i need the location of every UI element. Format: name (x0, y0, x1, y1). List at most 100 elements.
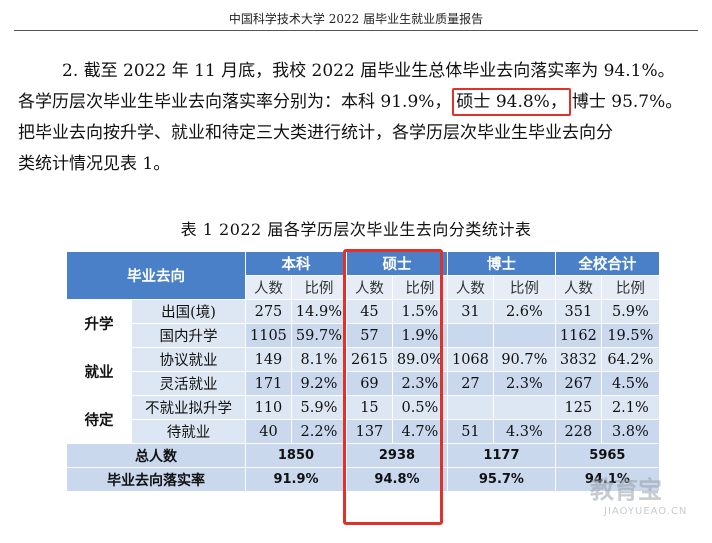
cell: 31 (446, 299, 494, 324)
total-all: 5965 (554, 443, 660, 468)
cell: 1.9% (391, 323, 448, 348)
cell: 275 (245, 299, 292, 324)
category-pending: 待定 (66, 395, 132, 444)
paragraph-line-2-end: 博士 95.7%。 (571, 92, 683, 112)
cell: 0.5% (391, 395, 448, 420)
cell: 64.2% (600, 347, 660, 372)
cell: 45 (345, 299, 393, 324)
total-count-row: 总人数 1850 2938 1177 5965 (66, 443, 660, 468)
body-paragraph: 2. 截至 2022 年 11 月底，我校 2022 届毕业生总体毕业去向落实率… (18, 56, 698, 180)
cell (492, 395, 556, 420)
rate-undergrad: 91.9% (245, 467, 347, 492)
cell: 1162 (554, 323, 602, 348)
sub-header-ratio: 比例 (492, 275, 556, 300)
cell: 228 (554, 419, 602, 444)
cell: 149 (245, 347, 292, 372)
cell: 2.3% (492, 371, 556, 396)
group-header-total: 全校合计 (554, 251, 660, 276)
total-doctor: 1177 (446, 443, 556, 468)
cell: 2.1% (600, 395, 660, 420)
table-row: 升学 出国(境) 275 14.9% 45 1.5% 31 2.6% 351 5… (66, 299, 660, 348)
cell: 110 (245, 395, 292, 420)
sub-header-ratio: 比例 (391, 275, 448, 300)
row-label: 待就业 (131, 419, 246, 444)
cell: 89.0% (391, 347, 448, 372)
sub-header-count: 人数 (345, 275, 393, 300)
total-count-label: 总人数 (66, 443, 246, 468)
sub-header-ratio: 比例 (600, 275, 660, 300)
paragraph-line-1: 2. 截至 2022 年 11 月底，我校 2022 届毕业生总体毕业去向落实率… (62, 61, 675, 81)
total-master: 2938 (345, 443, 448, 468)
cell (446, 323, 494, 348)
sub-header-count: 人数 (446, 275, 494, 300)
cell: 2.3% (391, 371, 448, 396)
category-further-study: 升学 (66, 299, 132, 348)
watermark-url: JIAOYUEAO.CN (604, 506, 688, 517)
group-header-master: 硕士 (345, 251, 448, 276)
cell: 3832 (554, 347, 602, 372)
cell: 14.9% (290, 299, 347, 324)
row-label: 灵活就业 (131, 371, 246, 396)
header-divider (14, 30, 698, 31)
cell: 5.9% (290, 395, 347, 420)
table-row: 国内升学 1105 59.7% 57 1.9% 1162 19.5% (67, 323, 660, 348)
paragraph-line-2-start: 各学历层次毕业生毕业去向落实率分别为：本科 91.9%， (18, 92, 452, 112)
table-caption: 表 1 2022 届各学历层次毕业生去向分类统计表 (180, 220, 532, 239)
row-label: 不就业拟升学 (131, 395, 246, 420)
placement-rate-row: 毕业去向落实率 91.9% 94.8% 95.7% 94.1% (66, 467, 660, 492)
row-label: 协议就业 (131, 347, 246, 372)
rate-all: 94.1% (554, 467, 660, 492)
group-header-doctor: 博士 (446, 251, 556, 276)
cell: 51 (446, 419, 494, 444)
row-label: 出国(境) (131, 299, 246, 324)
cell: 8.1% (290, 347, 347, 372)
rate-doctor: 95.7% (446, 467, 556, 492)
cell: 19.5% (600, 323, 660, 348)
cell: 5.9% (600, 299, 660, 324)
sub-header-count: 人数 (554, 275, 602, 300)
watermark-logo: 教育宝 (590, 476, 662, 504)
cell: 9.2% (290, 371, 347, 396)
table-row: 待定 不就业拟升学 110 5.9% 15 0.5% 125 2.1% (66, 395, 660, 444)
cell: 57 (345, 323, 393, 348)
table-row: 就业 协议就业 149 8.1% 2615 89.0% 1068 90.7% 3… (66, 347, 660, 396)
cell: 2.6% (492, 299, 556, 324)
cell: 4.3% (492, 419, 556, 444)
cell: 59.7% (290, 323, 347, 348)
paragraph-line-2: 各学历层次毕业生毕业去向落实率分别为：本科 91.9%， 硕士 94.8%， 博士 … (18, 87, 698, 118)
cell: 90.7% (492, 347, 556, 372)
category-employment: 就业 (66, 347, 132, 396)
paragraph-line-4: 类统计情况见表 1。 (18, 154, 171, 174)
table-row: 灵活就业 171 9.2% 69 2.3% 27 2.3% 267 4.5% (67, 371, 660, 396)
report-header-title: 中国科学技术大学 2022 届毕业生就业质量报告 (228, 12, 484, 26)
cell: 2.2% (290, 419, 347, 444)
group-header-undergrad: 本科 (245, 251, 347, 276)
cell (446, 395, 494, 420)
cell: 171 (245, 371, 292, 396)
cell: 69 (345, 371, 393, 396)
placement-rate-label: 毕业去向落实率 (66, 467, 246, 492)
cell: 1.5% (391, 299, 448, 324)
cell: 3.8% (600, 419, 660, 444)
cell: 40 (245, 419, 292, 444)
cell: 15 (345, 395, 393, 420)
cell: 4.7% (391, 419, 448, 444)
table-row: 待就业 40 2.2% 137 4.7% 51 4.3% 228 3.8% (67, 419, 660, 444)
table-corner-header: 毕业去向 (66, 251, 246, 300)
cell (492, 323, 556, 348)
cell: 1068 (446, 347, 494, 372)
cell: 351 (554, 299, 602, 324)
cell: 2615 (345, 347, 393, 372)
highlighted-master-rate: 硕士 94.8%， (452, 88, 571, 116)
total-undergrad: 1850 (245, 443, 347, 468)
destination-stats-table: 毕业去向 本科 硕士 博士 全校合计 人数 比例 人数 比例 人数 比例 人数 … (66, 251, 660, 492)
cell: 1105 (245, 323, 292, 348)
cell: 137 (345, 419, 393, 444)
cell: 4.5% (600, 371, 660, 396)
sub-header-ratio: 比例 (290, 275, 347, 300)
sub-header-count: 人数 (245, 275, 292, 300)
cell: 267 (554, 371, 602, 396)
cell: 125 (554, 395, 602, 420)
rate-master: 94.8% (345, 467, 448, 492)
row-label: 国内升学 (131, 323, 246, 348)
